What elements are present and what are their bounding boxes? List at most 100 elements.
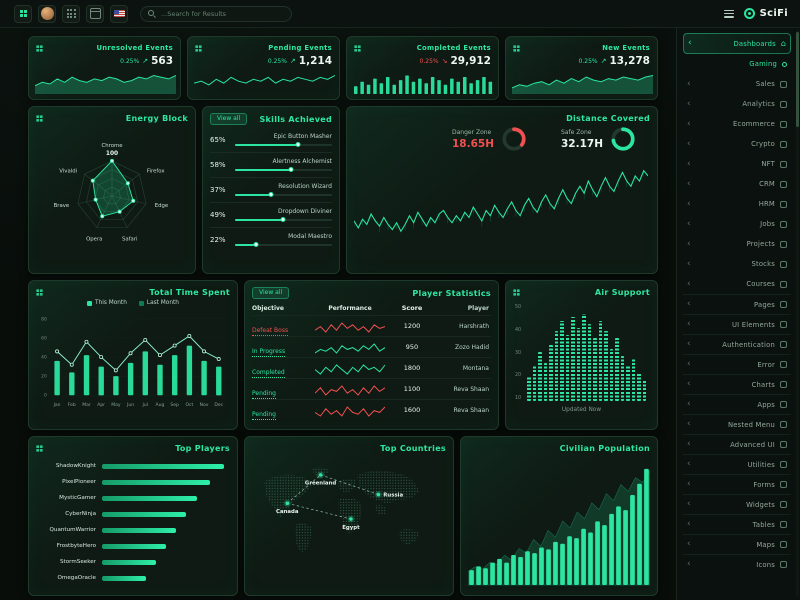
view-all-button[interactable]: View all xyxy=(252,287,290,299)
error-icon xyxy=(780,361,787,368)
chevron-left-icon: ‹ xyxy=(687,158,691,169)
objective-cell: In Progress xyxy=(252,338,308,357)
menu-icon[interactable] xyxy=(723,9,734,18)
player-row[interactable]: PixelPioneer xyxy=(36,474,230,490)
card-title: Top Players xyxy=(175,443,230,453)
sidebar-item-advanced-ui[interactable]: ‹ Advanced UI xyxy=(683,434,791,454)
player-row[interactable]: OmegaOracle xyxy=(36,570,230,586)
sidebar-item-jobs[interactable]: ‹ Jobs xyxy=(683,214,791,234)
search-input[interactable] xyxy=(161,9,279,18)
logo[interactable]: SciFi xyxy=(743,8,788,19)
charts-icon xyxy=(780,381,787,388)
skill-slider[interactable] xyxy=(235,192,332,197)
search-icon xyxy=(148,9,156,18)
table-row[interactable]: Defeat Boss 1200 Harshrath xyxy=(252,315,491,336)
player-row[interactable]: ShadowKnight xyxy=(36,458,230,474)
sidebar: ‹Dashboards⌂‹Gaming‹Sales‹Analytics‹Ecom… xyxy=(676,28,800,600)
player-row[interactable]: CyberNinja xyxy=(36,506,230,522)
air-y-axis: 50 40 30 20 10 xyxy=(515,305,525,401)
player-row[interactable]: MysticGamer xyxy=(36,490,230,506)
search-box[interactable] xyxy=(140,5,292,22)
apps-grid-button[interactable] xyxy=(14,4,32,23)
player-score-bar xyxy=(102,527,177,533)
scrollbar-thumb[interactable] xyxy=(796,32,799,127)
skill-row: 22% Modal Maestro xyxy=(210,228,332,252)
sidebar-item-sales[interactable]: ‹ Sales xyxy=(683,74,791,94)
sidebar-item-ui-elements[interactable]: ‹ UI Elements xyxy=(683,314,791,334)
legend-this-month[interactable]: This Month xyxy=(87,300,127,306)
sidebar-item-courses[interactable]: ‹ Courses xyxy=(683,274,791,294)
sidebar-item-dashboards[interactable]: ‹ Dashboards ⌂ xyxy=(683,33,791,54)
score-cell: 1100 xyxy=(403,385,421,393)
table-row[interactable]: Pending 1100 Reva Shaan xyxy=(252,378,491,399)
sidebar-item-nested-menu[interactable]: ‹ Nested Menu xyxy=(683,414,791,434)
sidebar-item-maps[interactable]: ‹ Maps xyxy=(683,534,791,554)
objective-status[interactable]: Defeat Boss xyxy=(252,326,289,336)
sidebar-item-gaming[interactable]: ‹Gaming xyxy=(683,54,791,74)
population-chart xyxy=(467,468,651,586)
sidebar-item-analytics[interactable]: ‹ Analytics xyxy=(683,94,791,114)
player-row[interactable]: FrostbyteHero xyxy=(36,538,230,554)
slider-knob[interactable] xyxy=(295,142,301,147)
svg-text:Firefox: Firefox xyxy=(147,168,165,174)
table-row[interactable]: Pending 1600 Reva Shaan xyxy=(252,399,491,420)
table-row[interactable]: In Progress 950 Zozo Hadid xyxy=(252,336,491,357)
sidebar-item-ecommerce[interactable]: ‹ Ecommerce xyxy=(683,114,791,134)
skill-slider[interactable] xyxy=(235,217,332,222)
sidebar-item-charts[interactable]: ‹ Charts xyxy=(683,374,791,394)
air-bar xyxy=(582,313,586,401)
chevron-left-icon: ‹ xyxy=(687,359,691,369)
sidebar-item-widgets[interactable]: ‹ Widgets xyxy=(683,494,791,514)
slider-knob[interactable] xyxy=(288,167,294,172)
calendar-button[interactable] xyxy=(86,4,104,23)
ui-elements-icon xyxy=(780,321,787,328)
chevron-left-icon: ‹ xyxy=(687,258,691,269)
distance-covered-card: Distance Covered Danger Zone 18.65H Safe… xyxy=(346,106,658,274)
objective-status[interactable]: Completed xyxy=(252,368,285,378)
skill-slider[interactable] xyxy=(235,142,332,147)
slider-knob[interactable] xyxy=(253,242,259,247)
svg-text:Jun: Jun xyxy=(126,402,134,408)
slider-knob[interactable] xyxy=(268,192,274,197)
language-button[interactable] xyxy=(110,4,128,23)
grid-icon xyxy=(513,288,520,296)
sidebar-item-utilities[interactable]: ‹ Utilities xyxy=(683,454,791,474)
sidebar-item-error[interactable]: ‹ Error xyxy=(683,354,791,374)
sidebar-item-stocks[interactable]: ‹ Stocks xyxy=(683,254,791,274)
skill-slider[interactable] xyxy=(235,167,332,172)
grid-icon xyxy=(36,444,43,452)
sidebar-item-crypto[interactable]: ‹ Crypto xyxy=(683,134,791,154)
sidebar-item-pages[interactable]: ‹ Pages xyxy=(683,294,791,314)
sidebar-item-projects[interactable]: ‹ Projects xyxy=(683,234,791,254)
table-row[interactable]: Completed 1800 Montana xyxy=(252,357,491,378)
sidebar-item-apps[interactable]: ‹ Apps xyxy=(683,394,791,414)
sidebar-item-crm[interactable]: ‹ CRM xyxy=(683,174,791,194)
safe-zone-gauge: Safe Zone 32.17H xyxy=(561,126,636,152)
player-row[interactable]: QuantumWarrior xyxy=(36,522,230,538)
profile-button[interactable] xyxy=(38,4,56,23)
sidebar-item-icons[interactable]: ‹ Icons xyxy=(683,554,791,574)
objective-status[interactable]: Pending xyxy=(252,389,276,399)
chevron-left-icon: ‹ xyxy=(687,399,691,409)
view-all-button[interactable]: View all xyxy=(210,113,248,125)
objective-status[interactable]: Pending xyxy=(252,410,276,420)
svg-text:Aug: Aug xyxy=(156,402,165,408)
objective-status[interactable]: In Progress xyxy=(252,347,286,357)
card-title: Player Statistics xyxy=(412,288,491,298)
sidebar-item-nft[interactable]: ‹ NFT xyxy=(683,154,791,174)
stat-value: 29,912 xyxy=(450,55,491,67)
chart-legend: This Month Last Month xyxy=(36,300,230,306)
widgets-button[interactable] xyxy=(62,4,80,23)
sidebar-item-hrm[interactable]: ‹ HRM xyxy=(683,194,791,214)
performance-cell xyxy=(308,359,392,378)
card-title: New Events xyxy=(602,44,650,52)
sidebar-item-authentication[interactable]: ‹ Authentication xyxy=(683,334,791,354)
player-row[interactable]: StormSeeker xyxy=(36,554,230,570)
slider-knob[interactable] xyxy=(280,217,286,222)
scrollbar[interactable] xyxy=(796,30,799,597)
legend-last-month[interactable]: Last Month xyxy=(138,300,179,306)
sidebar-item-tables[interactable]: ‹ Tables xyxy=(683,514,791,534)
world-map: Greenland Canada Russia Egypt xyxy=(263,466,419,552)
skill-slider[interactable] xyxy=(235,242,332,247)
sidebar-item-forms[interactable]: ‹ Forms xyxy=(683,474,791,494)
